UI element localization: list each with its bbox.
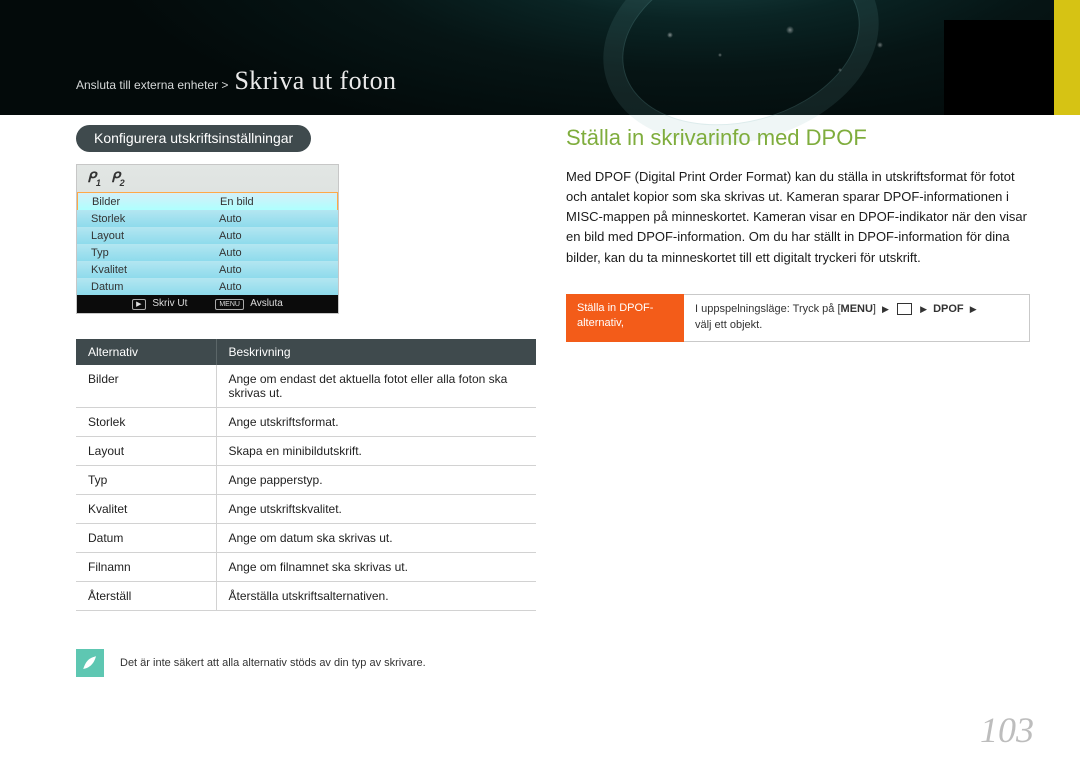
opt-name: Layout: [76, 437, 216, 466]
lcd-key: Bilder: [92, 196, 220, 208]
page-title: Skriva ut foton: [234, 66, 396, 96]
opt-name: Filnamn: [76, 553, 216, 582]
opt-name: Datum: [76, 524, 216, 553]
opt-desc: Återställa utskriftsalternativen.: [216, 582, 536, 611]
table-row: FilnamnAnge om ﬁlnamnet ska skrivas ut.: [76, 553, 536, 582]
callout-text-c: välj ett objekt.: [695, 319, 762, 331]
lcd-val: Auto: [219, 213, 242, 225]
note-text: Det är inte säkert att alla alternativ s…: [120, 657, 426, 669]
lcd-tab-2-icon: ᑭ2: [111, 169, 125, 188]
callout-instruction: I uppspelningsläge: Tryck på [MENU] ▶ ▶ …: [684, 294, 1030, 342]
lcd-row: Kvalitet Auto: [77, 261, 338, 278]
dpof-body: Med DPOF (Digital Print Order Format) ka…: [566, 167, 1030, 268]
lcd-key: Typ: [91, 247, 219, 259]
opt-desc: Ange utskriftskvalitet.: [216, 495, 536, 524]
options-table: Alternativ Beskrivning BilderAnge om end…: [76, 339, 536, 611]
menu-icon: MENU: [215, 299, 244, 310]
note-icon: [76, 649, 104, 677]
lcd-row: Layout Auto: [77, 227, 338, 244]
header-decoration: [0, 0, 1080, 115]
table-row: KvalitetAnge utskriftskvalitet.: [76, 495, 536, 524]
lcd-key: Layout: [91, 230, 219, 242]
triangle-icon: ▶: [882, 303, 889, 316]
note-box: Det är inte säkert att alla alternativ s…: [76, 649, 536, 677]
section-pill: Konfigurera utskriftsinställningar: [76, 125, 311, 152]
lcd-row: Typ Auto: [77, 244, 338, 261]
callout-text-b: ]: [873, 303, 876, 315]
opt-desc: Ange om datum ska skrivas ut.: [216, 524, 536, 553]
lcd-key: Datum: [91, 281, 219, 293]
table-row: BilderAnge om endast det aktuella fotot …: [76, 365, 536, 408]
lcd-val: En bild: [220, 196, 254, 208]
lcd-val: Auto: [219, 281, 242, 293]
callout-dpof: DPOF: [933, 303, 964, 315]
table-row: TypAnge papperstyp.: [76, 466, 536, 495]
lcd-exit-label: Avsluta: [250, 298, 283, 309]
lcd-key: Storlek: [91, 213, 219, 225]
lcd-val: Auto: [219, 247, 242, 259]
callout-menu-key: MENU: [841, 303, 873, 315]
opt-desc: Ange utskriftsformat.: [216, 408, 536, 437]
lcd-row-selected: Bilder En bild: [77, 192, 338, 211]
opt-name: Kvalitet: [76, 495, 216, 524]
instruction-callout: Ställa in DPOF-alternativ, I uppspelning…: [566, 294, 1030, 342]
table-head-option: Alternativ: [76, 339, 216, 365]
lcd-val: Auto: [219, 230, 242, 242]
lcd-print-label: Skriv Ut: [152, 298, 187, 309]
lcd-bottom-bar: ▶ Skriv Ut MENU Avsluta: [77, 295, 338, 313]
page-number: 103: [980, 709, 1034, 751]
table-head-description: Beskrivning: [216, 339, 536, 365]
opt-desc: Skapa en minibildutskrift.: [216, 437, 536, 466]
opt-desc: Ange papperstyp.: [216, 466, 536, 495]
stack-icon: [898, 304, 911, 314]
breadcrumb-path: Ansluta till externa enheter >: [76, 78, 228, 92]
section-tab: [1054, 0, 1080, 115]
triangle-icon: ▶: [920, 303, 927, 316]
lcd-row: Datum Auto: [77, 278, 338, 295]
camera-lcd-preview: ᑭ1 ᑭ2 Bilder En bild Storlek Auto Layout…: [76, 164, 339, 314]
lcd-row: Storlek Auto: [77, 210, 338, 227]
triangle-icon: ▶: [970, 303, 977, 316]
callout-label: Ställa in DPOF-alternativ,: [566, 294, 684, 342]
opt-desc: Ange om endast det aktuella fotot eller …: [216, 365, 536, 408]
play-icon: ▶: [132, 299, 145, 310]
breadcrumb: Ansluta till externa enheter > Skriva ut…: [76, 66, 396, 96]
table-row: LayoutSkapa en minibildutskrift.: [76, 437, 536, 466]
opt-name: Typ: [76, 466, 216, 495]
dpof-title: Ställa in skrivarinfo med DPOF: [566, 125, 1030, 151]
opt-name: Storlek: [76, 408, 216, 437]
table-row: ÅterställÅterställa utskriftsalternative…: [76, 582, 536, 611]
lcd-tabs: ᑭ1 ᑭ2: [77, 165, 338, 193]
lcd-tab-1-icon: ᑭ1: [87, 169, 101, 188]
header-black-band: [944, 20, 1054, 115]
table-row: StorlekAnge utskriftsformat.: [76, 408, 536, 437]
lcd-key: Kvalitet: [91, 264, 219, 276]
opt-name: Bilder: [76, 365, 216, 408]
opt-desc: Ange om ﬁlnamnet ska skrivas ut.: [216, 553, 536, 582]
callout-text-a: I uppspelningsläge: Tryck på [: [695, 303, 841, 315]
table-row: DatumAnge om datum ska skrivas ut.: [76, 524, 536, 553]
lcd-val: Auto: [219, 264, 242, 276]
opt-name: Återställ: [76, 582, 216, 611]
